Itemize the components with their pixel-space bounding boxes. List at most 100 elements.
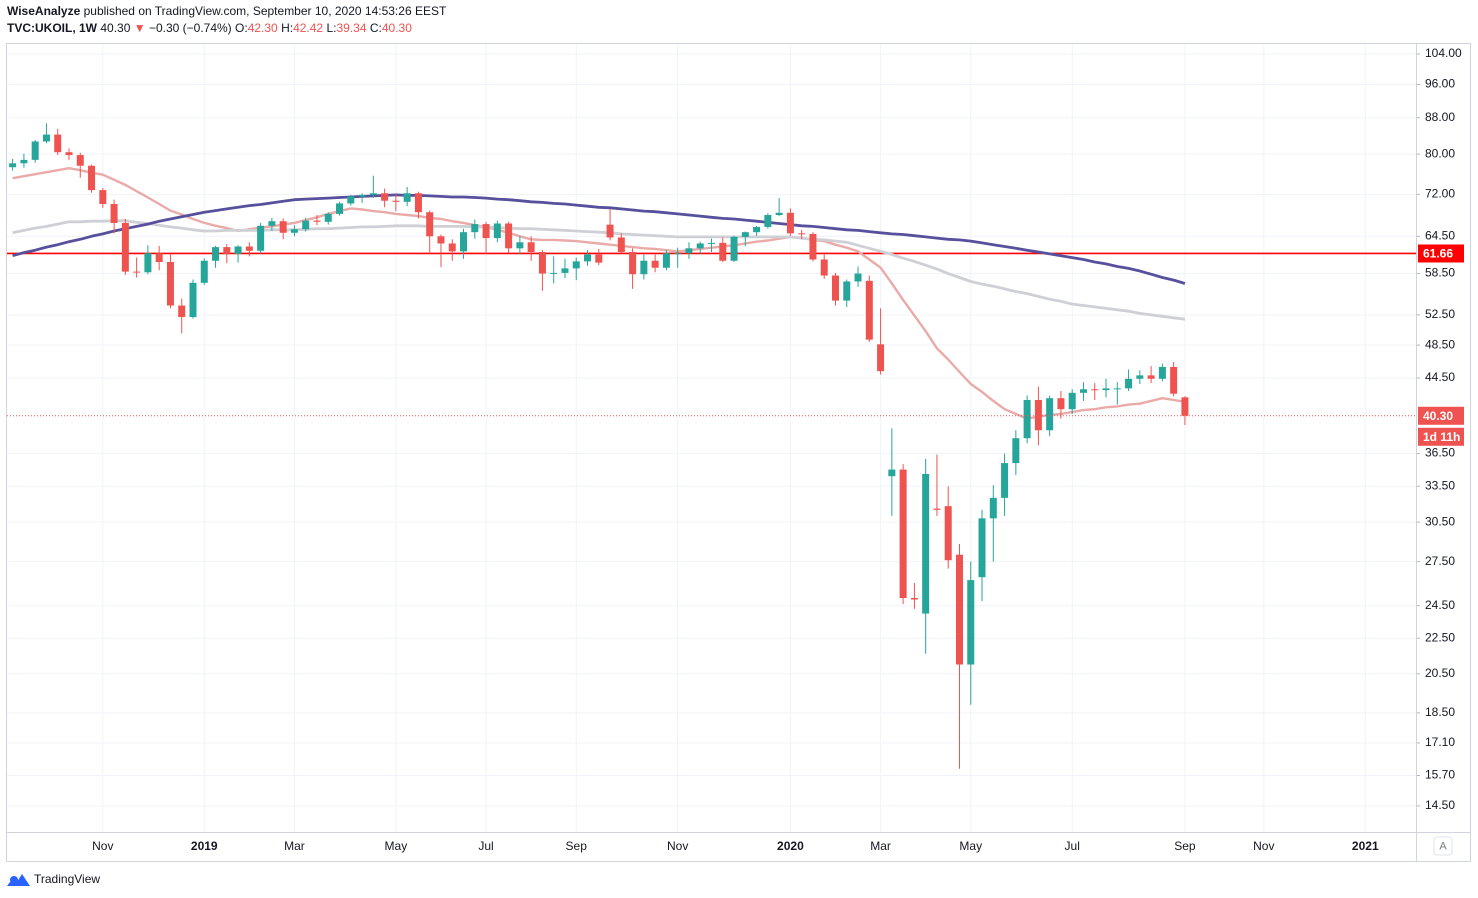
y-tick-label: 15.70 bbox=[1425, 768, 1455, 782]
candle-body bbox=[538, 252, 546, 274]
candle-body bbox=[561, 268, 569, 273]
candle-body bbox=[471, 224, 479, 233]
candle-body bbox=[1091, 389, 1099, 391]
candle-body bbox=[234, 246, 242, 254]
candle-body bbox=[1068, 392, 1076, 410]
candle-body bbox=[843, 281, 851, 301]
candle-body bbox=[899, 469, 907, 598]
candle-body bbox=[640, 260, 648, 275]
candle-body bbox=[212, 247, 220, 261]
candle-body bbox=[347, 196, 355, 204]
footer-logo bbox=[7, 874, 30, 886]
candle-body bbox=[88, 165, 96, 191]
y-tick-label: 48.50 bbox=[1425, 337, 1455, 351]
last-price-box bbox=[1418, 406, 1464, 425]
candle-body bbox=[493, 223, 501, 239]
candle-body bbox=[786, 212, 794, 234]
x-tick-label: Jul bbox=[1065, 839, 1080, 853]
x-tick-label: Nov bbox=[1253, 839, 1274, 853]
x-tick-label: Nov bbox=[92, 839, 113, 853]
candle-body bbox=[279, 221, 287, 233]
logo-icon bbox=[10, 876, 18, 884]
candle-body bbox=[550, 272, 558, 274]
y-tick-label: 58.50 bbox=[1425, 266, 1455, 280]
candle-body bbox=[888, 469, 896, 477]
candle-body bbox=[426, 212, 434, 237]
y-tick-label: 14.50 bbox=[1425, 798, 1455, 812]
candle-body bbox=[460, 232, 468, 252]
candle-body bbox=[978, 518, 986, 578]
ohlc-value: 42.42 bbox=[293, 21, 324, 35]
arrow: ▼ bbox=[133, 21, 146, 35]
countdown-box bbox=[1418, 427, 1464, 446]
candle-body bbox=[381, 193, 389, 201]
candle-body bbox=[865, 280, 873, 340]
candle-body bbox=[741, 232, 749, 237]
candle-body bbox=[516, 242, 524, 249]
x-tick-label: Jul bbox=[478, 839, 493, 853]
candle-body bbox=[257, 225, 265, 251]
candle-body bbox=[1023, 400, 1031, 439]
candle-body bbox=[584, 254, 592, 262]
last: 40.30 bbox=[100, 21, 131, 35]
y-tick-label: 17.10 bbox=[1425, 735, 1455, 749]
candle-body bbox=[448, 243, 456, 252]
candle-body bbox=[753, 226, 761, 233]
candle-body bbox=[629, 252, 637, 275]
candle-body bbox=[1046, 398, 1054, 431]
candle-body bbox=[200, 260, 208, 283]
hline-label: 61.66 bbox=[1423, 247, 1453, 261]
author: WiseAnalyze bbox=[7, 4, 81, 18]
candle-body bbox=[290, 229, 298, 233]
x-tick-label: 2020 bbox=[777, 839, 804, 853]
header-line-2: TVC:UKOIL, 1W 40.30 ▼ −0.30 (−0.74%) O:4… bbox=[7, 20, 446, 37]
x-tick-label: Sep bbox=[1174, 839, 1196, 853]
x-tick-label: Mar bbox=[284, 839, 305, 853]
y-tick-label: 72.00 bbox=[1425, 186, 1455, 200]
candle-body bbox=[595, 254, 603, 263]
chart-frame bbox=[6, 43, 1471, 862]
candle-body bbox=[989, 497, 997, 519]
candle-body bbox=[606, 224, 614, 238]
x-tick-label: Sep bbox=[566, 839, 588, 853]
candle-body bbox=[403, 193, 411, 202]
ohlc-value: 39.34 bbox=[336, 21, 367, 35]
candle-body bbox=[719, 242, 727, 261]
candle-body bbox=[967, 580, 975, 665]
auto-scale-label[interactable]: A bbox=[1439, 840, 1447, 852]
candle-body bbox=[1001, 463, 1009, 498]
candle-body bbox=[696, 243, 704, 249]
candle-body bbox=[877, 344, 885, 372]
candle-body bbox=[798, 233, 806, 235]
candle-body bbox=[155, 253, 163, 262]
candle-body bbox=[617, 237, 625, 253]
candle-body bbox=[922, 473, 930, 614]
candle-body bbox=[809, 233, 817, 260]
candle-body bbox=[336, 203, 344, 214]
y-tick-label: 33.50 bbox=[1425, 478, 1455, 492]
y-tick-label: 24.50 bbox=[1425, 598, 1455, 612]
candle-body bbox=[1102, 388, 1110, 391]
moving-average bbox=[12, 219, 1186, 321]
candle-body bbox=[708, 242, 715, 244]
candle-body bbox=[99, 190, 107, 204]
y-tick-label: 64.50 bbox=[1425, 228, 1455, 242]
candle-body bbox=[121, 222, 129, 272]
header-line-1: WiseAnalyze published on TradingView.com… bbox=[7, 3, 446, 20]
x-tick-label: 2021 bbox=[1352, 839, 1379, 853]
plot bbox=[7, 123, 1416, 769]
candle-body bbox=[1057, 398, 1065, 410]
axes: 104.00 96.00 88.00 80.00 72.00 64.50 58.50 52.5… bbox=[92, 46, 1464, 853]
candle-body bbox=[685, 248, 693, 254]
header: WiseAnalyze published on TradingView.com… bbox=[7, 3, 446, 37]
moving-average bbox=[12, 167, 1186, 420]
candle-body bbox=[245, 246, 253, 251]
candle-body bbox=[54, 134, 62, 153]
x-tick-label: Nov bbox=[667, 839, 688, 853]
candle-body bbox=[31, 141, 39, 160]
candle-body bbox=[933, 508, 941, 510]
auto-scale-button[interactable] bbox=[1433, 836, 1453, 856]
grid bbox=[7, 44, 1416, 832]
y-tick-label: 96.00 bbox=[1425, 77, 1455, 91]
